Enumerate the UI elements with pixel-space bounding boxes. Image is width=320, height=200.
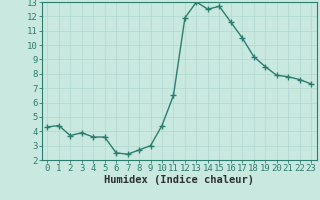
- X-axis label: Humidex (Indice chaleur): Humidex (Indice chaleur): [104, 175, 254, 185]
